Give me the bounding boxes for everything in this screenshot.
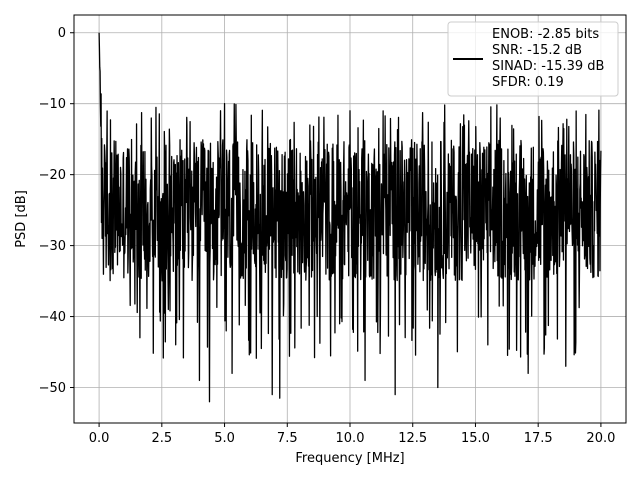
x-tick-label: 20.0: [586, 431, 615, 446]
x-tick-label: 12.5: [398, 431, 427, 446]
legend-sinad: SINAD: -15.39 dB: [492, 59, 604, 74]
x-tick-label: 17.5: [524, 431, 553, 446]
y-axis-ticks: 0 −10 −20 −30 −40 −50: [39, 26, 74, 396]
x-tick-label: 2.5: [151, 431, 172, 446]
y-tick-label: −10: [39, 97, 66, 112]
legend-snr: SNR: -15.2 dB: [492, 43, 582, 58]
y-tick-label: −20: [39, 168, 66, 183]
legend-enob: ENOB: -2.85 bits: [492, 27, 599, 42]
x-tick-label: 15.0: [461, 431, 490, 446]
legend-sfdr: SFDR: 0.19: [492, 75, 564, 90]
x-tick-label: 10.0: [336, 431, 365, 446]
y-tick-label: −50: [39, 381, 66, 396]
legend: ENOB: -2.85 bits SNR: -15.2 dB SINAD: -1…: [447, 21, 619, 97]
y-tick-label: −30: [39, 239, 66, 254]
legend-box: [447, 21, 619, 97]
x-axis-ticks: 0.0 2.5 5.0 7.5 10.0 12.5 15.0 17.5 20.0: [89, 423, 615, 446]
x-tick-label: 5.0: [214, 431, 235, 446]
x-axis-label: Frequency [MHz]: [295, 451, 404, 466]
y-axis-label: PSD [dB]: [14, 190, 29, 248]
x-tick-label: 7.5: [277, 431, 298, 446]
psd-series: [98, 32, 602, 403]
psd-line: [98, 32, 602, 403]
y-tick-label: 0: [58, 26, 66, 41]
y-tick-label: −40: [39, 310, 66, 325]
x-tick-label: 0.0: [89, 431, 110, 446]
